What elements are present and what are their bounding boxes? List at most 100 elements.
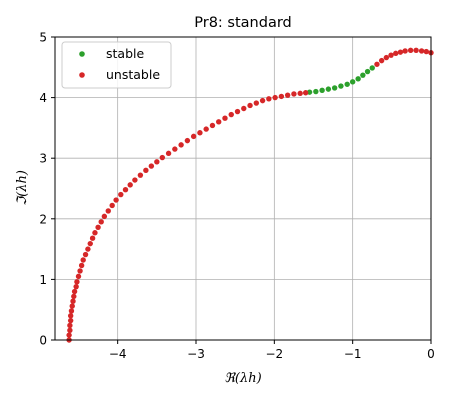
data-point-unstable bbox=[74, 279, 80, 285]
data-point-unstable bbox=[178, 142, 184, 148]
x-axis-label: ℜ(λh) bbox=[224, 371, 261, 386]
data-point-unstable bbox=[122, 187, 129, 193]
data-point-unstable bbox=[259, 97, 266, 104]
data-point-unstable bbox=[70, 298, 76, 304]
data-point-unstable bbox=[272, 94, 278, 101]
data-point-unstable bbox=[67, 313, 74, 319]
data-point-unstable bbox=[197, 130, 203, 136]
data-point-stable bbox=[360, 72, 366, 78]
data-point-unstable bbox=[284, 92, 291, 98]
data-point-unstable bbox=[77, 268, 83, 274]
data-point-stable bbox=[331, 85, 338, 91]
x-tick-label: −4 bbox=[109, 347, 127, 361]
data-point-unstable bbox=[69, 303, 75, 309]
y-tick-label: 0 bbox=[39, 334, 47, 348]
data-point-unstable bbox=[87, 240, 93, 247]
data-point-unstable bbox=[228, 111, 234, 118]
data-point-unstable bbox=[148, 163, 155, 169]
data-point-unstable bbox=[397, 49, 404, 55]
data-point-unstable bbox=[127, 182, 133, 188]
data-point-unstable bbox=[82, 251, 89, 258]
data-points bbox=[66, 47, 434, 343]
plot-frame bbox=[54, 36, 432, 341]
legend-label-stable: stable bbox=[106, 46, 144, 61]
data-point-unstable bbox=[98, 219, 104, 225]
data-point-unstable bbox=[105, 208, 111, 214]
data-point-unstable bbox=[413, 47, 419, 54]
data-point-unstable bbox=[291, 91, 297, 97]
data-point-unstable bbox=[71, 293, 77, 300]
y-tick-label: 3 bbox=[39, 152, 47, 166]
data-point-unstable bbox=[216, 119, 222, 125]
x-tick-label: −2 bbox=[265, 347, 283, 361]
data-point-unstable bbox=[190, 133, 197, 140]
x-tick-label: −3 bbox=[187, 347, 205, 361]
x-tick-label: 0 bbox=[427, 347, 435, 361]
data-point-unstable bbox=[154, 159, 160, 165]
data-point-unstable bbox=[113, 197, 119, 203]
data-point-unstable bbox=[137, 172, 144, 178]
y-tick-label: 1 bbox=[39, 273, 47, 287]
data-point-unstable bbox=[209, 122, 216, 129]
data-point-stable bbox=[325, 86, 332, 92]
legend-box bbox=[61, 41, 172, 89]
data-point-unstable bbox=[222, 115, 228, 121]
data-point-unstable bbox=[68, 308, 75, 314]
x-axis-ticks: −4 −3 −2 −1 0 bbox=[109, 340, 435, 361]
data-point-unstable bbox=[423, 48, 429, 55]
data-point-unstable bbox=[67, 327, 73, 334]
data-point-unstable bbox=[66, 332, 72, 338]
chart-title: Pr8: standard bbox=[194, 15, 292, 31]
data-point-unstable bbox=[253, 100, 260, 106]
data-point-unstable bbox=[203, 126, 209, 132]
legend-marker-unstable bbox=[79, 72, 85, 78]
data-point-unstable bbox=[95, 224, 101, 230]
data-point-unstable bbox=[132, 177, 138, 183]
data-point-unstable bbox=[374, 61, 380, 67]
y-tick-label: 5 bbox=[39, 31, 47, 45]
data-point-unstable bbox=[388, 52, 394, 58]
data-point-unstable bbox=[80, 257, 86, 263]
y-axis-ticks: 0 1 2 3 4 5 bbox=[39, 31, 55, 348]
data-point-unstable bbox=[143, 167, 149, 174]
data-point-unstable bbox=[247, 102, 253, 109]
data-point-unstable bbox=[407, 47, 414, 54]
data-point-stable bbox=[349, 79, 356, 85]
data-point-stable bbox=[313, 88, 319, 95]
data-point-unstable bbox=[172, 146, 178, 152]
data-point-stable bbox=[355, 76, 361, 82]
y-axis-label: ℑ(λh) bbox=[15, 170, 30, 206]
data-point-unstable bbox=[73, 283, 79, 290]
data-point-unstable bbox=[234, 108, 241, 115]
data-point-unstable bbox=[418, 48, 425, 54]
legend-marker-stable bbox=[79, 51, 85, 57]
data-point-unstable bbox=[75, 273, 82, 280]
data-point-unstable bbox=[302, 90, 309, 96]
legend: stable unstable bbox=[61, 41, 172, 89]
data-point-unstable bbox=[402, 48, 408, 54]
x-tick-label: −1 bbox=[344, 347, 362, 361]
data-point-unstable bbox=[241, 105, 247, 112]
data-point-unstable bbox=[159, 154, 166, 161]
data-point-unstable bbox=[78, 262, 85, 269]
data-point-stable bbox=[364, 68, 371, 75]
data-point-unstable bbox=[383, 54, 390, 61]
data-point-unstable bbox=[89, 235, 96, 241]
data-point-unstable bbox=[165, 150, 172, 157]
data-point-unstable bbox=[67, 317, 74, 324]
data-point-unstable bbox=[297, 90, 303, 97]
data-point-stable bbox=[319, 87, 325, 94]
legend-label-unstable: unstable bbox=[106, 67, 160, 82]
data-point-unstable bbox=[85, 246, 91, 252]
data-point-unstable bbox=[378, 57, 385, 64]
data-point-stable bbox=[369, 65, 375, 71]
data-point-stable bbox=[338, 83, 344, 89]
data-point-unstable bbox=[71, 288, 78, 295]
data-point-stable bbox=[344, 81, 350, 87]
data-point-unstable bbox=[393, 50, 399, 57]
y-tick-label: 4 bbox=[39, 91, 47, 105]
data-point-unstable bbox=[92, 230, 98, 236]
data-point-unstable bbox=[118, 191, 124, 198]
data-point-unstable bbox=[184, 137, 191, 144]
